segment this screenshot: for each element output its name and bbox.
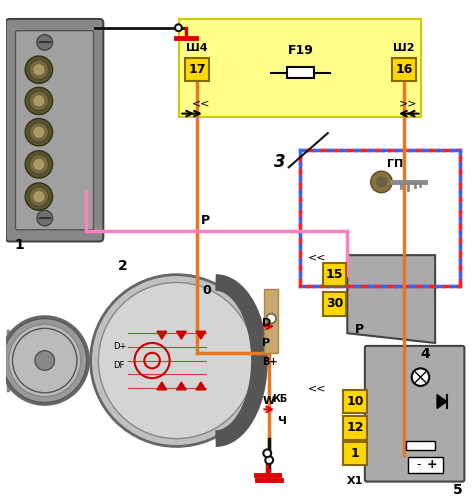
- Polygon shape: [347, 255, 435, 343]
- Text: P: P: [263, 338, 271, 348]
- Text: P: P: [355, 323, 364, 336]
- Circle shape: [376, 177, 386, 187]
- Circle shape: [9, 325, 81, 397]
- Text: DF: DF: [113, 361, 125, 370]
- Text: 10: 10: [346, 395, 364, 408]
- Polygon shape: [176, 382, 186, 390]
- Bar: [323, 263, 346, 286]
- Text: 15: 15: [326, 268, 343, 281]
- FancyBboxPatch shape: [365, 346, 465, 482]
- Text: 0: 0: [203, 284, 211, 297]
- Text: D+: D+: [113, 342, 127, 351]
- Text: >>: >>: [399, 99, 418, 109]
- Text: <<: <<: [192, 99, 210, 109]
- Text: P: P: [201, 214, 210, 227]
- Text: 2: 2: [118, 259, 128, 273]
- Text: ГП: ГП: [387, 160, 403, 169]
- Text: 3: 3: [274, 153, 286, 171]
- FancyBboxPatch shape: [16, 31, 93, 230]
- Text: 12: 12: [346, 421, 364, 434]
- Circle shape: [1, 317, 89, 405]
- Circle shape: [91, 275, 263, 446]
- FancyBboxPatch shape: [6, 19, 103, 242]
- Bar: [343, 441, 367, 465]
- Text: B+: B+: [263, 357, 278, 367]
- Circle shape: [29, 91, 49, 111]
- Polygon shape: [176, 331, 186, 339]
- Circle shape: [34, 127, 44, 137]
- Text: <<: <<: [308, 252, 327, 262]
- Polygon shape: [157, 331, 167, 339]
- Text: 1: 1: [15, 238, 24, 252]
- Circle shape: [29, 187, 49, 206]
- Text: +: +: [427, 458, 438, 472]
- Text: КБ: КБ: [272, 394, 287, 404]
- Bar: [287, 67, 314, 79]
- Circle shape: [265, 456, 273, 464]
- Polygon shape: [157, 382, 167, 390]
- Circle shape: [34, 160, 44, 169]
- Circle shape: [266, 314, 276, 324]
- Circle shape: [37, 210, 53, 226]
- Text: D: D: [263, 319, 272, 329]
- Text: 16: 16: [395, 63, 412, 76]
- Bar: [180, 19, 421, 117]
- Circle shape: [264, 449, 271, 457]
- Bar: [392, 58, 416, 82]
- Text: Ш2: Ш2: [393, 43, 415, 53]
- Text: 1: 1: [351, 447, 359, 460]
- Circle shape: [29, 122, 49, 142]
- Text: F19: F19: [288, 44, 313, 57]
- Bar: [185, 58, 209, 82]
- Circle shape: [37, 35, 53, 50]
- Polygon shape: [196, 331, 206, 339]
- Circle shape: [25, 151, 53, 178]
- Circle shape: [29, 155, 49, 174]
- Circle shape: [35, 351, 55, 370]
- Text: 5: 5: [453, 483, 463, 497]
- Text: 30: 30: [326, 297, 343, 311]
- Bar: [343, 416, 367, 440]
- Polygon shape: [437, 395, 447, 409]
- Circle shape: [99, 282, 255, 439]
- Polygon shape: [196, 382, 206, 390]
- Circle shape: [25, 87, 53, 115]
- Text: W: W: [263, 397, 274, 407]
- Circle shape: [25, 183, 53, 210]
- Text: -: -: [416, 458, 421, 472]
- Circle shape: [175, 24, 182, 31]
- Bar: [323, 292, 346, 316]
- Bar: [408, 457, 443, 473]
- Circle shape: [371, 171, 392, 193]
- Text: Ш4: Ш4: [186, 43, 208, 53]
- Text: 4: 4: [420, 346, 430, 361]
- Text: Ч: Ч: [277, 416, 286, 426]
- Bar: [343, 390, 367, 413]
- Text: X1: X1: [347, 476, 363, 486]
- Bar: [264, 289, 278, 353]
- Circle shape: [29, 60, 49, 80]
- Bar: [406, 440, 435, 450]
- Circle shape: [34, 192, 44, 201]
- Circle shape: [34, 96, 44, 106]
- Text: 17: 17: [188, 63, 206, 76]
- Circle shape: [34, 65, 44, 75]
- Circle shape: [412, 368, 429, 386]
- Circle shape: [25, 118, 53, 146]
- Text: <<: <<: [308, 384, 327, 394]
- Circle shape: [25, 56, 53, 83]
